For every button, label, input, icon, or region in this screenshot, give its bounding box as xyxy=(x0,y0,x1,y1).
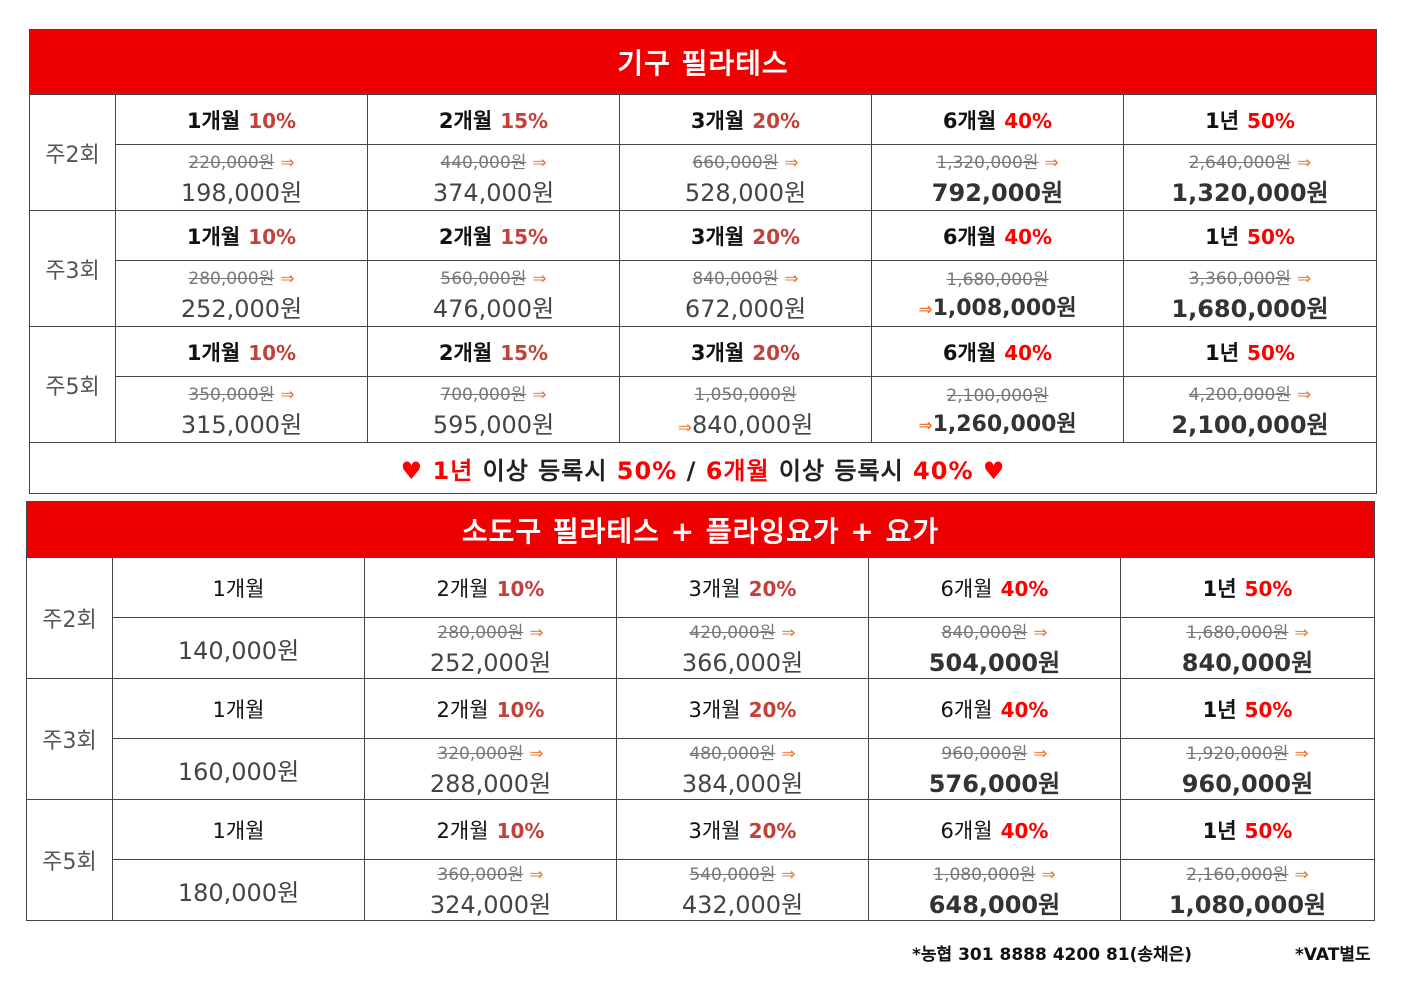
price-cell: 480,000원 ⇒ 384,000원 xyxy=(616,738,869,800)
price-cell: 280,000원 ⇒ 252,000원 xyxy=(364,617,617,679)
plan-header: 2개월 10% xyxy=(364,799,617,860)
price-cell: 140,000원 xyxy=(112,617,365,679)
plan-header: 6개월 40% xyxy=(868,557,1121,618)
heart-icon: ♥ xyxy=(400,456,424,485)
plan-header: 1개월 xyxy=(112,557,365,618)
plan-header: 3개월 20% xyxy=(619,326,872,377)
plan-header: 1년 50% xyxy=(1123,210,1377,261)
price-cell: 4,200,000원 ⇒ 2,100,000원 xyxy=(1123,376,1377,443)
price-cell: 3,360,000원 ⇒ 1,680,000원 xyxy=(1123,260,1377,327)
price-cell: 280,000원 ⇒ 252,000원 xyxy=(115,260,368,327)
plan-header: 1년 50% xyxy=(1123,326,1377,377)
price-cell: 560,000원 ⇒ 476,000원 xyxy=(367,260,620,327)
plan-header: 6개월 40% xyxy=(871,210,1124,261)
plan-header: 1개월 10% xyxy=(115,326,368,377)
row-label: 주3회 xyxy=(29,210,116,327)
row-label: 주5회 xyxy=(29,326,116,443)
price-cell: 2,100,000원 ⇒1,260,000원 xyxy=(871,376,1124,443)
pilates-equipment-table: 기구 필라테스 주2회 1개월 10% 2개월 15% 3개월 20% 6개월 40% … xyxy=(29,29,1377,494)
price-cell: 1,320,000원 ⇒ 792,000원 xyxy=(871,144,1124,211)
price-cell: 2,160,000원 ⇒ 1,080,000원 xyxy=(1120,859,1375,921)
plan-header: 2개월 10% xyxy=(364,557,617,618)
plan-header: 1개월 10% xyxy=(115,210,368,261)
plan-header: 3개월 20% xyxy=(616,557,869,618)
table-title: 기구 필라테스 xyxy=(29,29,1377,95)
price-cell: 360,000원 ⇒ 324,000원 xyxy=(364,859,617,921)
plan-header: 1년 50% xyxy=(1120,799,1375,860)
plan-header: 1개월 xyxy=(112,678,365,739)
price-cell: 1,920,000원 ⇒ 960,000원 xyxy=(1120,738,1375,800)
price-cell: 660,000원 ⇒ 528,000원 xyxy=(619,144,872,211)
row-label: 주2회 xyxy=(29,94,116,211)
props-pilates-yoga-table: 소도구 필라테스 + 플라잉요가 + 요가 주2회 1개월 2개월 10% 3개월… xyxy=(26,501,1375,921)
price-cell: 840,000원 ⇒ 504,000원 xyxy=(868,617,1121,679)
plan-header: 2개월 15% xyxy=(367,210,620,261)
row-label: 주2회 xyxy=(26,557,113,679)
plan-header: 1개월 10% xyxy=(115,94,368,145)
plan-header: 1년 50% xyxy=(1120,557,1375,618)
price-cell: 420,000원 ⇒ 366,000원 xyxy=(616,617,869,679)
price-cell: 540,000원 ⇒ 432,000원 xyxy=(616,859,869,921)
price-cell: 1,050,000원 ⇒840,000원 xyxy=(619,376,872,443)
plan-header: 3개월 20% xyxy=(616,799,869,860)
price-cell: 1,680,000원 ⇒ 840,000원 xyxy=(1120,617,1375,679)
price-cell: 160,000원 xyxy=(112,738,365,800)
plan-header: 1년 50% xyxy=(1120,678,1375,739)
vat-note: *VAT별도 xyxy=(1295,945,1371,965)
price-cell: 320,000원 ⇒ 288,000원 xyxy=(364,738,617,800)
plan-header: 2개월 15% xyxy=(367,94,620,145)
price-cell: 960,000원 ⇒ 576,000원 xyxy=(868,738,1121,800)
heart-icon: ♥ xyxy=(982,456,1006,485)
plan-header: 6개월 40% xyxy=(868,678,1121,739)
table-title: 소도구 필라테스 + 플라잉요가 + 요가 xyxy=(26,501,1375,558)
row-label: 주3회 xyxy=(26,678,113,800)
plan-header: 6개월 40% xyxy=(871,326,1124,377)
plan-header: 6개월 40% xyxy=(868,799,1121,860)
price-cell: 180,000원 xyxy=(112,859,365,921)
price-cell: 440,000원 ⇒ 374,000원 xyxy=(367,144,620,211)
plan-header: 2개월 10% xyxy=(364,678,617,739)
plan-header: 3개월 20% xyxy=(616,678,869,739)
plan-header: 1개월 xyxy=(112,799,365,860)
price-cell: 220,000원 ⇒ 198,000원 xyxy=(115,144,368,211)
promo-banner: ♥ 1년 이상 등록시 50% / 6개월 이상 등록시 40% ♥ xyxy=(29,442,1377,494)
price-cell: 350,000원 ⇒ 315,000원 xyxy=(115,376,368,443)
plan-header: 3개월 20% xyxy=(619,94,872,145)
plan-header: 1년 50% xyxy=(1123,94,1377,145)
row-label: 주5회 xyxy=(26,799,113,921)
price-cell: 840,000원 ⇒ 672,000원 xyxy=(619,260,872,327)
bank-account-note: *농협 301 8888 4200 81(송채은) xyxy=(912,945,1193,965)
price-cell: 1,080,000원 ⇒ 648,000원 xyxy=(868,859,1121,921)
price-cell: 1,680,000원 ⇒1,008,000원 xyxy=(871,260,1124,327)
price-cell: 700,000원 ⇒ 595,000원 xyxy=(367,376,620,443)
plan-header: 6개월 40% xyxy=(871,94,1124,145)
plan-header: 3개월 20% xyxy=(619,210,872,261)
plan-header: 2개월 15% xyxy=(367,326,620,377)
price-cell: 2,640,000원 ⇒ 1,320,000원 xyxy=(1123,144,1377,211)
